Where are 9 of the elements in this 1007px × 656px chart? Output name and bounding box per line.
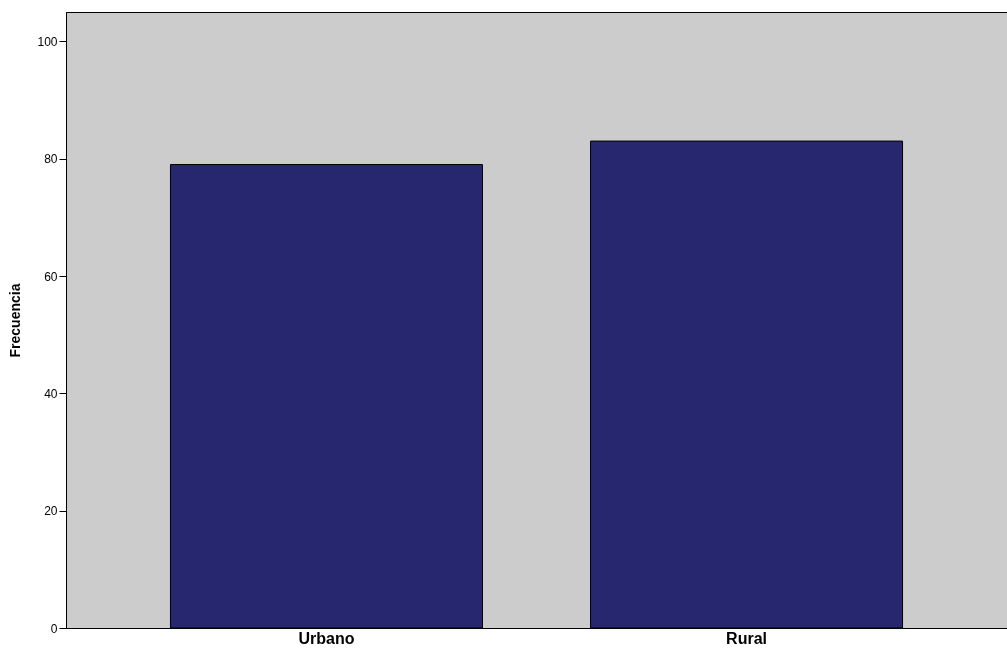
x-tick-label: Rural xyxy=(726,629,767,647)
y-axis-title: Frecuencia xyxy=(7,283,24,358)
y-tick-label: 0 xyxy=(50,621,58,636)
y-tick-label: 100 xyxy=(37,34,58,49)
y-tick-label: 20 xyxy=(44,504,58,519)
y-tick-label: 60 xyxy=(44,269,58,284)
x-tick-label: Urbano xyxy=(298,629,355,647)
y-tick-label: 40 xyxy=(44,386,58,401)
y-tick-label: 80 xyxy=(44,152,58,167)
